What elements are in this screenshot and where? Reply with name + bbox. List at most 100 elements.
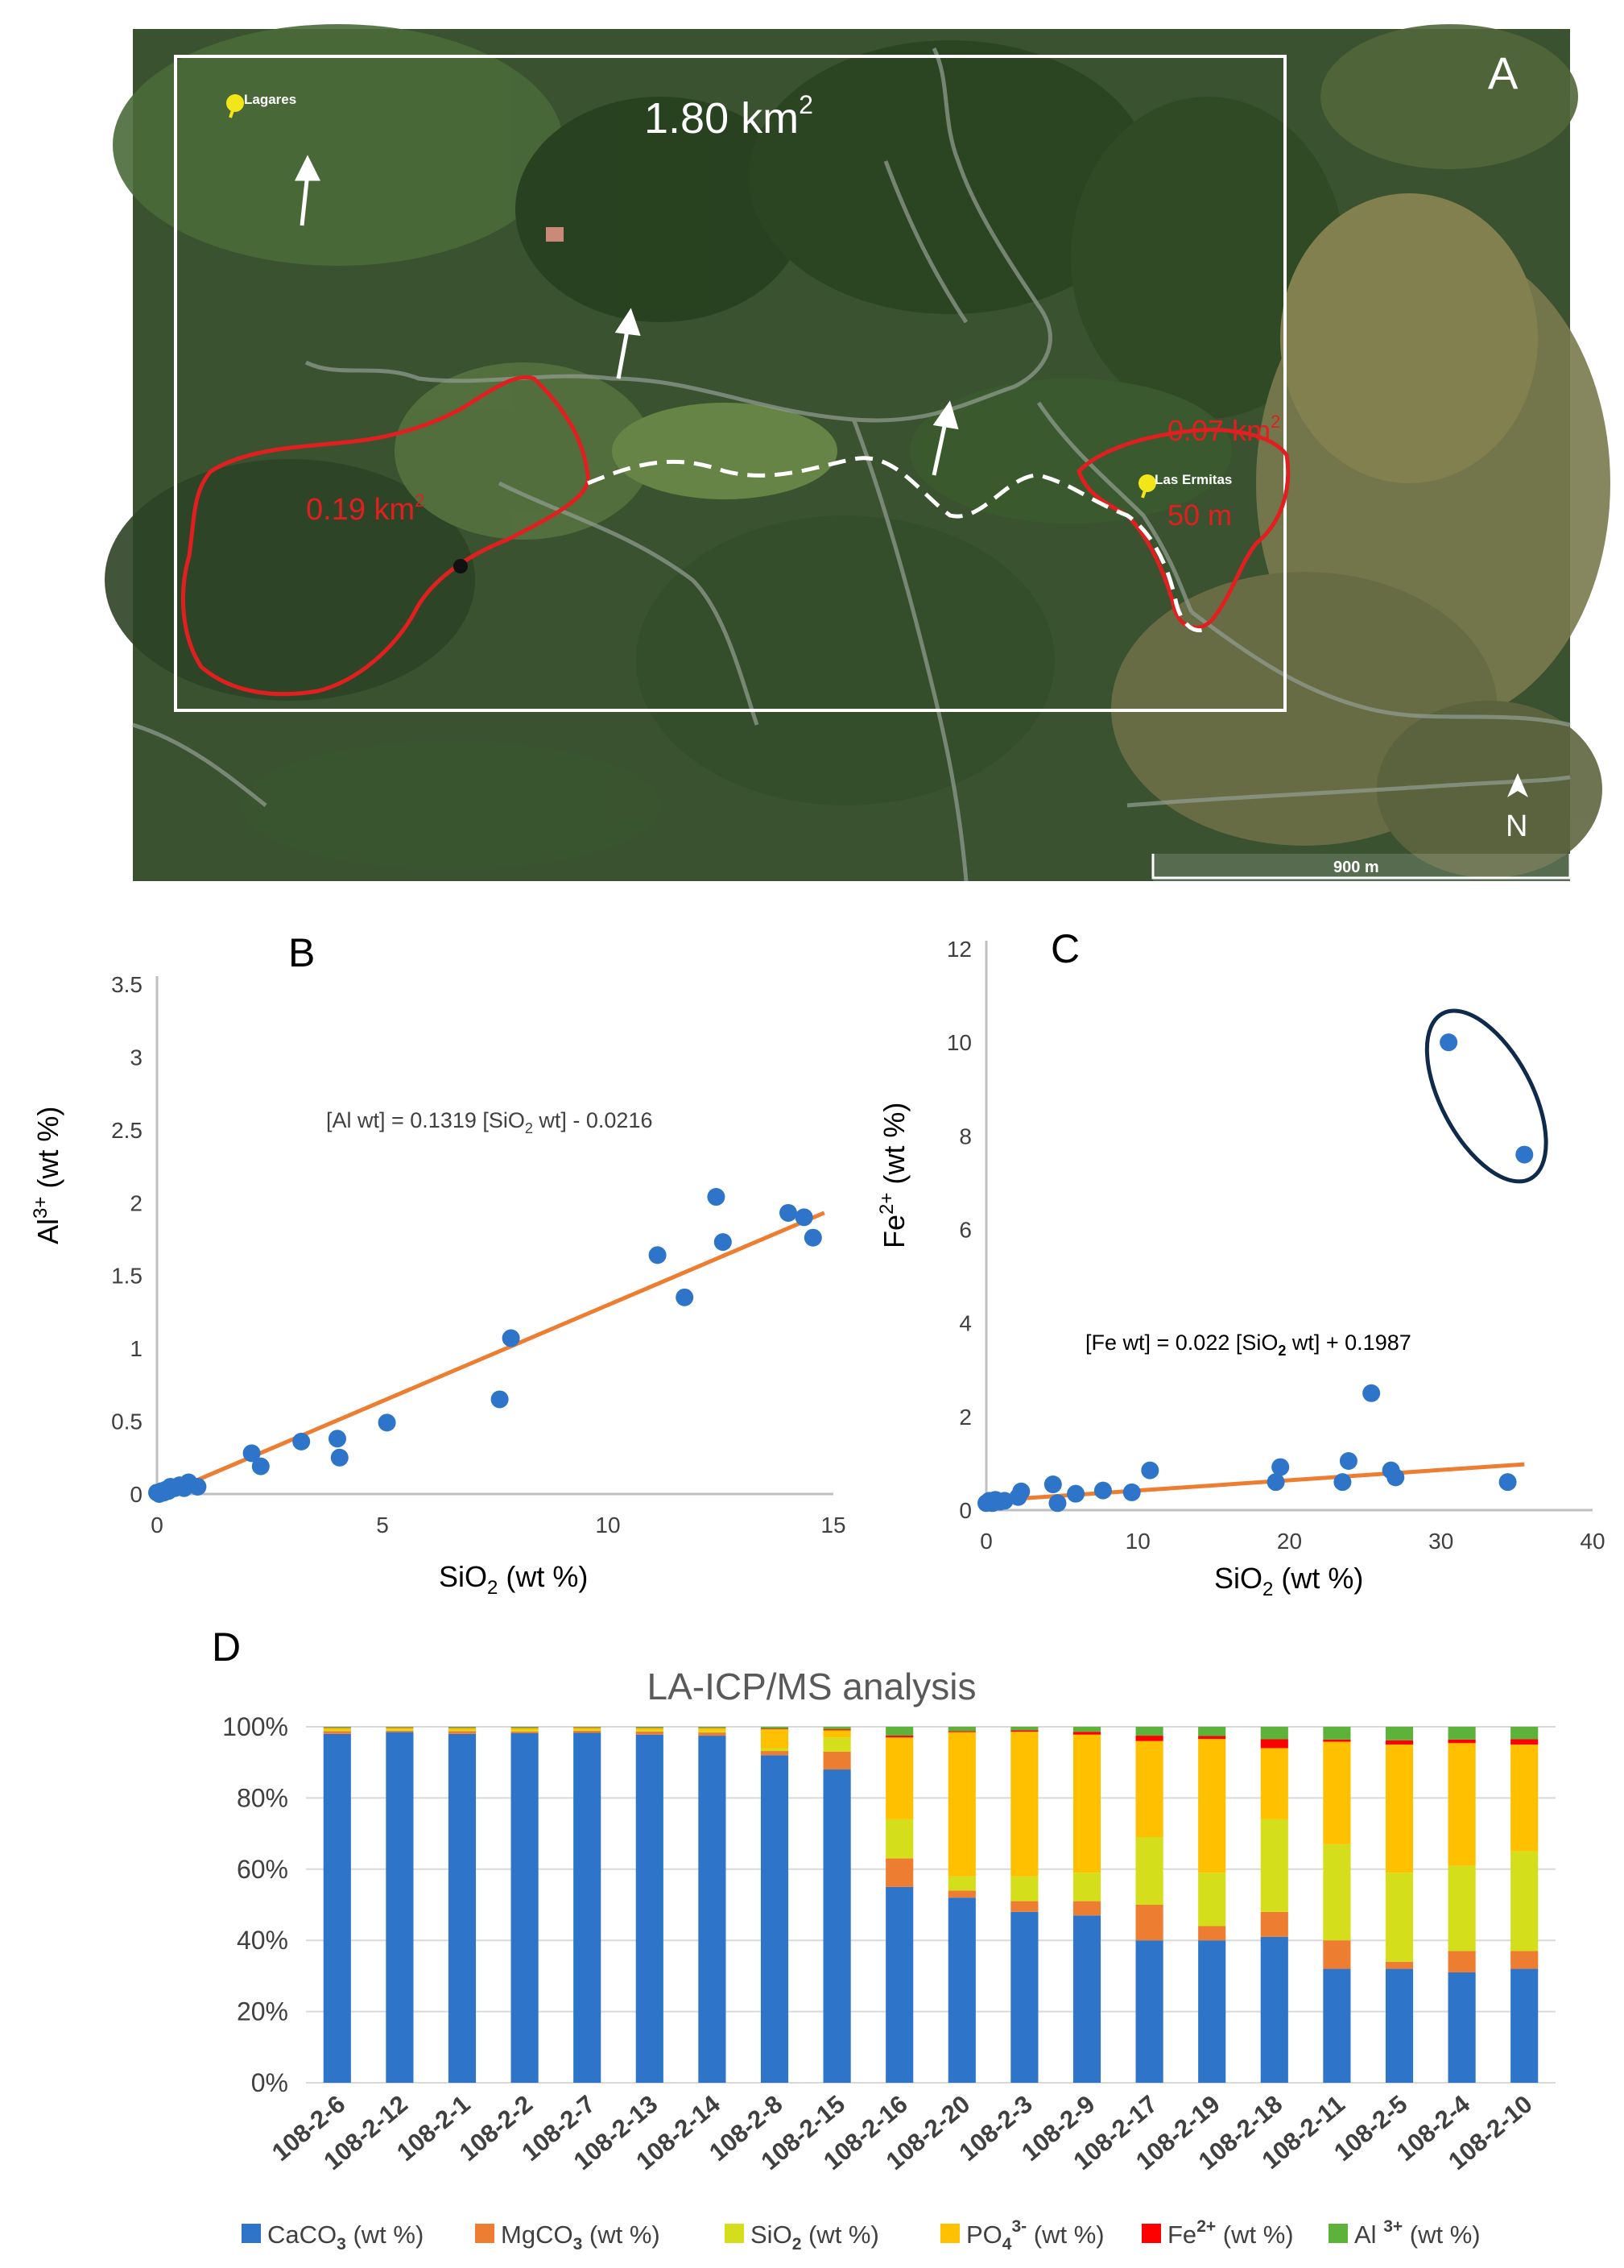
- d-bar-segment: [1323, 1844, 1351, 1941]
- b-x-tick-label: 10: [595, 1513, 620, 1538]
- d-bar-segment: [635, 1729, 663, 1732]
- d-bar-segment: [1072, 1727, 1101, 1732]
- b-y-tick-label: 2: [130, 1190, 143, 1215]
- d-bar-segment: [386, 1730, 414, 1732]
- d-legend-label: Al 3+ (wt %): [1354, 2217, 1481, 2249]
- b-x-tick-label: 0: [151, 1513, 163, 1538]
- c-x-tick-label: 10: [1126, 1529, 1151, 1554]
- panel-letter-b: B: [288, 930, 315, 975]
- d-bar-segment: [1448, 1865, 1476, 1951]
- b-y-tick-label: 3: [130, 1045, 143, 1070]
- d-bar-segment: [1385, 1744, 1414, 1873]
- c-data-point: [1339, 1452, 1357, 1471]
- panel-c-chart: C 0 2 4 6 8 10 12 0 10 20 30 40 [Fe wt] = 0.022 [S…: [876, 926, 1605, 1600]
- c-x-tick-label: 0: [980, 1529, 993, 1554]
- d-bar-segment: [323, 1728, 351, 1730]
- d-y-tick-labels: 0% 20% 40% 60% 80% 100%: [222, 1712, 288, 2097]
- d-bar-segment: [1385, 1740, 1414, 1745]
- b-y-axis-label: Al3+ (wt %): [30, 1107, 64, 1244]
- d-bar-segment: [448, 1729, 477, 1732]
- d-bar-segment: [1198, 1873, 1226, 1927]
- b-data-point: [502, 1329, 520, 1347]
- d-bar-segment: [1510, 1968, 1539, 2083]
- b-data-point: [795, 1208, 813, 1227]
- d-bar-segment: [1260, 1727, 1288, 1740]
- d-bar-segment: [1323, 1968, 1351, 2083]
- d-bar-segment: [323, 1729, 351, 1732]
- d-bar-segment: [573, 1728, 601, 1730]
- c-data-point: [1048, 1494, 1067, 1513]
- d-bar-segment: [1010, 1730, 1039, 1732]
- c-y-tick-label: 8: [959, 1124, 972, 1148]
- d-bar-segment: [948, 1732, 976, 1877]
- farmhouse: [546, 227, 564, 242]
- west-zone-outline: [180, 375, 590, 697]
- d-bar-segment: [1010, 1876, 1039, 1902]
- c-data-point: [1012, 1482, 1031, 1500]
- c-y-tick-label: 4: [959, 1311, 972, 1336]
- terrain-texture: [105, 24, 1610, 878]
- d-legend-label: SiO2 (wt %): [750, 2220, 879, 2254]
- d-legend-label: MgCO3 (wt %): [501, 2220, 660, 2254]
- b-data-point: [329, 1430, 346, 1448]
- b-data-points: [148, 1188, 822, 1503]
- d-bar-segment: [323, 1727, 351, 1728]
- d-bar-segment: [1323, 1940, 1351, 1969]
- panel-letter-c: C: [1051, 926, 1080, 971]
- d-bar-segment: [823, 1751, 851, 1770]
- d-bar-segment: [1135, 1740, 1163, 1838]
- b-data-point: [188, 1477, 207, 1496]
- scale-label: 900 m: [1333, 859, 1379, 876]
- d-bar-segment: [635, 1734, 663, 2083]
- d-bar-segment: [760, 1748, 789, 1752]
- c-axes: [985, 941, 1593, 1512]
- west-zone-label: 0.19 km2: [306, 490, 424, 527]
- b-data-point: [648, 1246, 667, 1264]
- d-bar-segment: [948, 1898, 976, 2083]
- d-bar-segment: [1385, 1873, 1414, 1962]
- d-bar-segment: [1135, 1736, 1163, 1741]
- d-bar-segment: [510, 1731, 539, 1733]
- d-legend-label: CaCO3 (wt %): [267, 2220, 424, 2254]
- d-legend-swatch: [475, 2224, 494, 2243]
- d-bar-segment: [386, 1728, 414, 1730]
- d-legend: CaCO3 (wt %) MgCO3 (wt %) SiO2 (wt %) PO43-…: [242, 2217, 1481, 2254]
- d-bar-segment: [698, 1730, 726, 1733]
- b-y-tick-label: 1.5: [111, 1264, 143, 1289]
- d-bar-segment: [948, 1890, 976, 1898]
- d-bar-segment: [386, 1729, 414, 1731]
- lagares-label: Lagares: [244, 92, 296, 107]
- d-bar-segment: [1072, 1901, 1101, 1916]
- d-bar-segment: [573, 1730, 601, 1733]
- d-legend-swatch: [725, 2224, 744, 2243]
- b-axes: [155, 976, 833, 1496]
- c-data-point: [1122, 1483, 1141, 1501]
- d-bar-segment: [886, 1819, 914, 1859]
- b-y-tick-label: 1: [130, 1336, 143, 1361]
- d-bar-segment: [1510, 1744, 1539, 1852]
- d-bar-segment: [448, 1727, 477, 1728]
- b-data-point: [490, 1390, 509, 1409]
- d-bar-segment: [1323, 1741, 1351, 1844]
- panel-letter-a: A: [1488, 48, 1519, 98]
- d-y-tick-label: 20%: [237, 1997, 288, 2026]
- d-y-tick-label: 100%: [222, 1712, 288, 1741]
- d-bar-segment: [823, 1727, 851, 1730]
- ermitas-placemark: Las Ermitas: [1138, 472, 1232, 499]
- d-bar-segment: [510, 1727, 539, 1728]
- c-y-tick-labels: 0 2 4 6 8 10 12: [947, 937, 972, 1523]
- b-trendline: [163, 1211, 825, 1496]
- d-bar-segment: [1385, 1968, 1414, 2083]
- d-bar-segment: [573, 1732, 601, 2083]
- d-bar-segment: [760, 1727, 789, 1729]
- east-zone-label: 0.07 km2: [1167, 412, 1280, 447]
- d-bar-segment: [1135, 1837, 1163, 1905]
- b-data-point: [330, 1448, 349, 1467]
- d-legend-swatch: [242, 2224, 261, 2243]
- d-bar-segment: [386, 1732, 414, 2083]
- d-bar-segment: [510, 1732, 539, 2083]
- d-bar-segment: [1135, 1727, 1163, 1736]
- c-x-tick-labels: 0 10 20 30 40: [980, 1529, 1605, 1554]
- c-data-point: [1271, 1458, 1290, 1476]
